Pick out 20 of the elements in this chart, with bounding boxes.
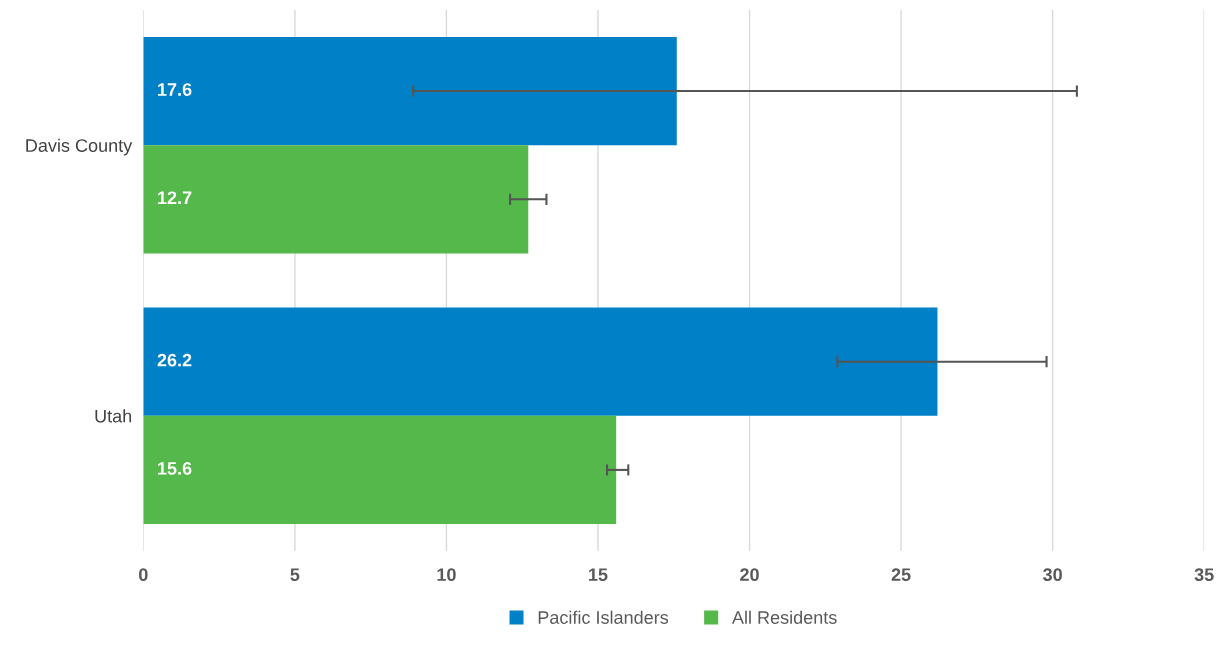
legend-label: All Residents (731, 610, 837, 624)
x-tick-label: 10 (437, 568, 456, 582)
bar (143, 145, 529, 254)
bar (143, 307, 938, 416)
x-tick-label: 30 (1043, 568, 1062, 582)
x-tick-label: 20 (740, 568, 759, 582)
x-tick-label: 15 (589, 568, 608, 582)
data-label: 26.2 (157, 353, 192, 367)
bar (143, 415, 617, 525)
data-label: 12.7 (158, 191, 192, 204)
bar (143, 36, 677, 146)
x-tick-label: 35 (1194, 568, 1214, 582)
legend-label: Pacific Islanders (538, 610, 669, 624)
data-label: 15.6 (158, 461, 192, 475)
x-tick-label: 25 (891, 568, 911, 582)
x-tick-label: 5 (290, 568, 300, 582)
x-tick-label: 0 (139, 568, 148, 582)
y-tick-label: Davis County (26, 138, 133, 156)
y-tick-label: Utah (95, 409, 132, 423)
data-label: 17.6 (158, 83, 192, 96)
